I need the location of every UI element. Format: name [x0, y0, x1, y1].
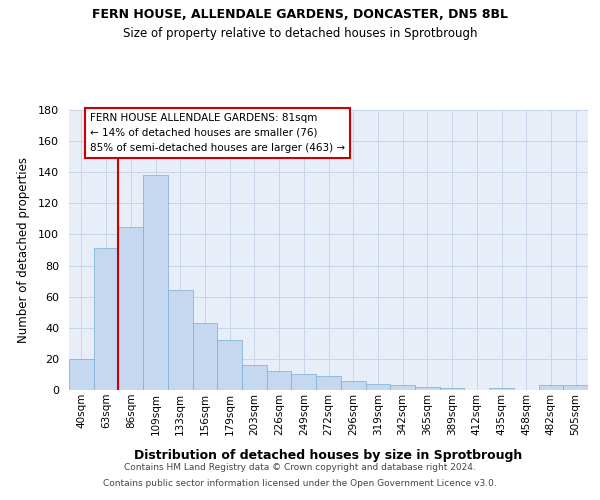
Bar — [193, 323, 217, 390]
Bar — [292, 374, 316, 390]
Text: FERN HOUSE, ALLENDALE GARDENS, DONCASTER, DN5 8BL: FERN HOUSE, ALLENDALE GARDENS, DONCASTER… — [92, 8, 508, 20]
Bar — [563, 386, 588, 390]
Bar — [217, 340, 242, 390]
Text: Contains HM Land Registry data © Crown copyright and database right 2024.: Contains HM Land Registry data © Crown c… — [124, 464, 476, 472]
Text: Contains public sector information licensed under the Open Government Licence v3: Contains public sector information licen… — [103, 478, 497, 488]
Y-axis label: Number of detached properties: Number of detached properties — [17, 157, 30, 343]
Text: Size of property relative to detached houses in Sprotbrough: Size of property relative to detached ho… — [123, 28, 477, 40]
Bar — [168, 290, 193, 390]
Bar — [539, 386, 563, 390]
Bar — [489, 388, 514, 390]
Bar — [440, 388, 464, 390]
Bar — [69, 359, 94, 390]
X-axis label: Distribution of detached houses by size in Sprotbrough: Distribution of detached houses by size … — [134, 449, 523, 462]
Bar — [415, 387, 440, 390]
Bar — [118, 226, 143, 390]
Bar — [267, 372, 292, 390]
Bar — [316, 376, 341, 390]
Bar — [94, 248, 118, 390]
Bar — [341, 380, 365, 390]
Bar — [143, 176, 168, 390]
Bar — [242, 365, 267, 390]
Bar — [365, 384, 390, 390]
Bar — [390, 386, 415, 390]
Text: FERN HOUSE ALLENDALE GARDENS: 81sqm
← 14% of detached houses are smaller (76)
85: FERN HOUSE ALLENDALE GARDENS: 81sqm ← 14… — [90, 113, 345, 152]
